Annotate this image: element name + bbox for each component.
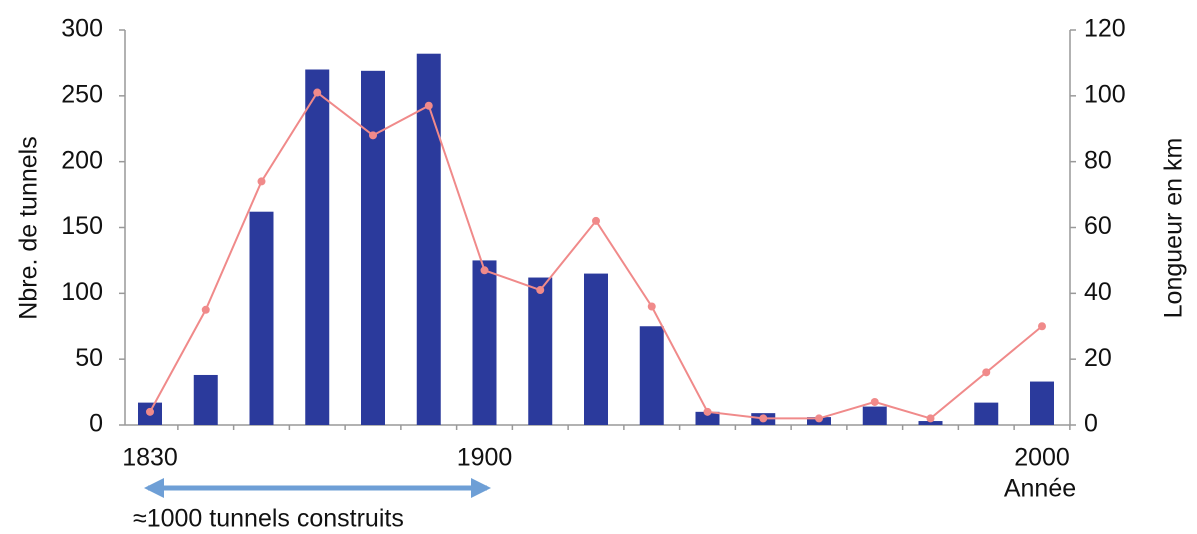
- y-axis-label: Nbre. de tunnels: [15, 136, 43, 319]
- line-marker: [982, 368, 991, 377]
- line-marker: [815, 414, 823, 423]
- y2-tick-label: 40: [1084, 278, 1112, 306]
- x-tick-label: 2000: [1014, 444, 1070, 472]
- line-marker: [257, 177, 266, 186]
- line-marker: [870, 397, 879, 406]
- y-tick-label: 50: [75, 344, 103, 372]
- x-tick-label: 1900: [457, 444, 513, 472]
- y-tick-label: 250: [61, 80, 103, 108]
- y2-tick-label: 0: [1084, 410, 1098, 438]
- line-marker: [313, 88, 322, 97]
- y-tick-label: 0: [89, 410, 103, 438]
- bar: [862, 406, 887, 425]
- y2-tick-label: 60: [1084, 212, 1112, 240]
- line-marker: [592, 216, 600, 225]
- y-tick-label: 100: [61, 278, 103, 306]
- y-tick-label: 150: [61, 212, 103, 240]
- bar: [193, 374, 218, 425]
- line-marker: [146, 407, 154, 416]
- bar: [528, 277, 553, 425]
- bar: [695, 411, 720, 425]
- bar: [472, 260, 497, 425]
- x-axis-label: Année: [1004, 475, 1076, 503]
- y2-tick-label: 100: [1084, 80, 1126, 108]
- bar: [639, 326, 664, 425]
- line-marker: [647, 302, 656, 311]
- bar: [918, 421, 943, 425]
- bar: [1030, 381, 1054, 425]
- line-marker: [1038, 322, 1046, 331]
- bar: [584, 273, 608, 425]
- bar: [416, 53, 441, 425]
- bar: [305, 69, 330, 425]
- y2-tick-label: 80: [1084, 146, 1112, 174]
- line-marker: [480, 266, 489, 275]
- line-marker: [424, 101, 433, 110]
- y-tick-label: 200: [61, 146, 103, 174]
- y-tick-label: 300: [61, 15, 103, 43]
- bar: [974, 402, 999, 425]
- y2-tick-label: 120: [1084, 15, 1126, 43]
- y2-tick-label: 20: [1084, 344, 1112, 372]
- y2-axis-label: Longueur en km: [1160, 138, 1188, 319]
- x-tick-label: 1830: [122, 444, 178, 472]
- annotation: ≈1000 tunnels construits: [133, 505, 404, 533]
- line-marker: [926, 414, 935, 423]
- line-marker: [703, 407, 712, 416]
- line-marker: [759, 414, 768, 423]
- bar: [361, 70, 385, 426]
- line-marker: [536, 286, 545, 295]
- line-marker: [369, 131, 377, 140]
- bar: [249, 211, 274, 425]
- line-marker: [201, 305, 210, 314]
